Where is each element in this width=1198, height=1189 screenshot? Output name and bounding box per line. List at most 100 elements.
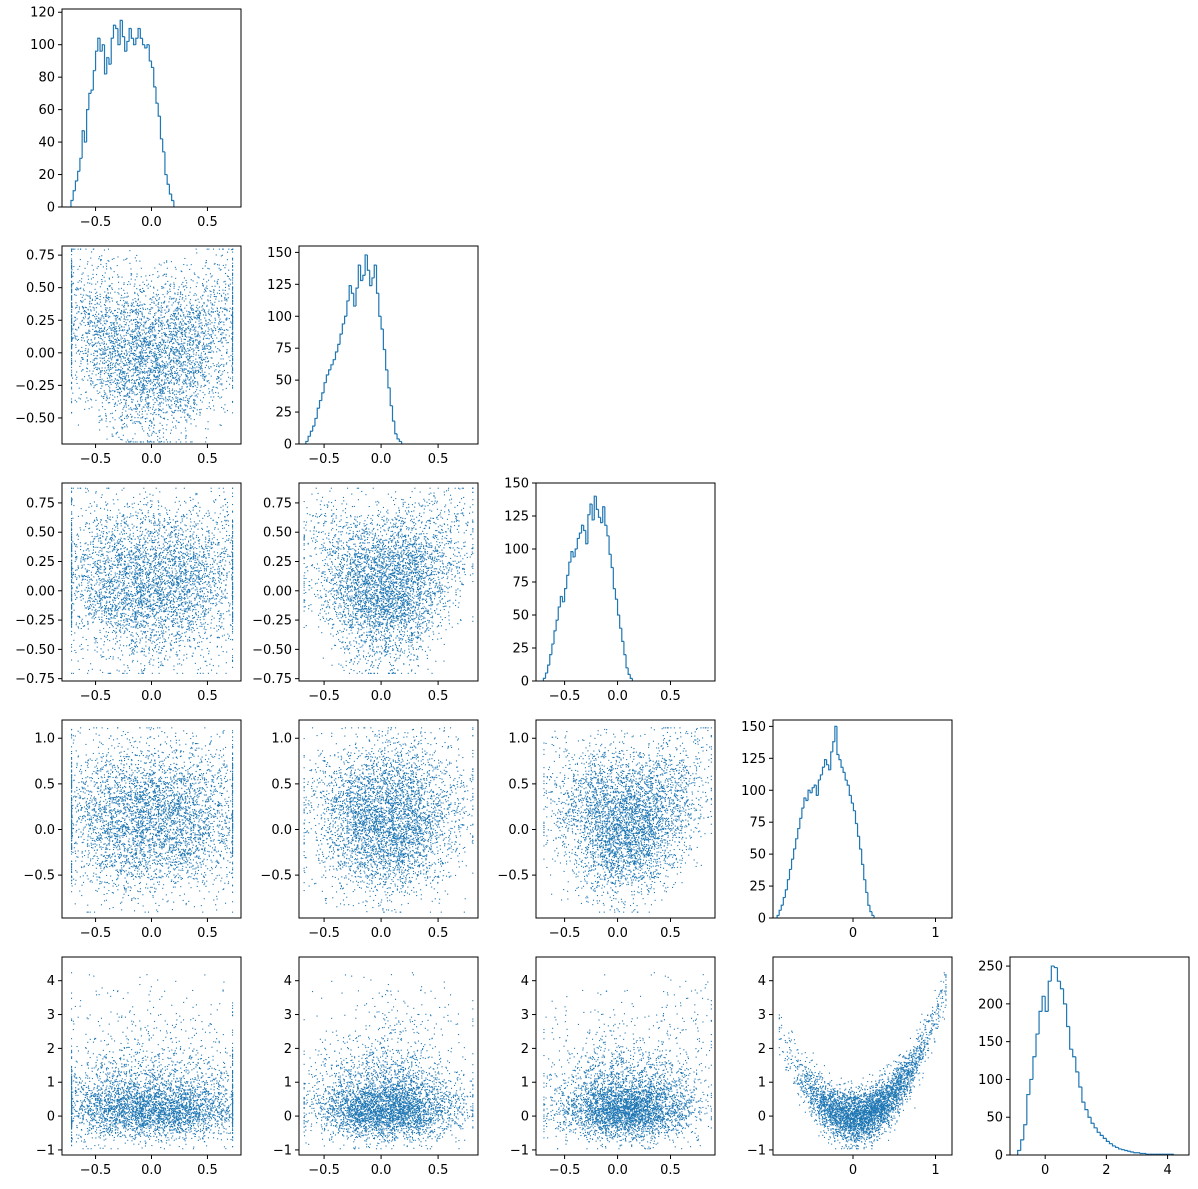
scatter-point (96, 302, 98, 304)
scatter-point (159, 325, 161, 327)
scatter-point (120, 377, 122, 379)
scatter-point (103, 397, 105, 399)
scatter-point (153, 287, 155, 289)
scatter-point (133, 583, 135, 585)
scatter-point (203, 344, 205, 346)
scatter-point (152, 392, 154, 394)
scatter-point (138, 382, 140, 384)
scatter-point (177, 410, 179, 412)
scatter-point (118, 304, 120, 306)
scatter-point (74, 594, 76, 596)
scatter-point (88, 342, 90, 344)
scatter-point (191, 348, 193, 350)
scatter-point (181, 328, 183, 330)
scatter-point (174, 322, 176, 324)
scatter-point (98, 327, 100, 329)
scatter-point (114, 352, 116, 354)
scatter-point (186, 386, 188, 388)
histogram-bin (318, 399, 322, 409)
scatter-point (123, 378, 125, 380)
scatter-point (194, 377, 196, 379)
scatter-point (114, 396, 116, 398)
scatter-point (156, 567, 158, 569)
scatter-point (180, 338, 182, 340)
scatter-point (152, 389, 154, 391)
scatter-point (216, 307, 218, 309)
scatter-point (108, 332, 110, 334)
scatter-point (177, 317, 179, 319)
scatter-point (160, 590, 162, 592)
scatter-point (177, 310, 179, 312)
scatter-point (143, 329, 145, 331)
scatter-point (232, 659, 234, 661)
scatter-point (223, 365, 225, 367)
histogram-bin (119, 19, 123, 45)
scatter-point (169, 296, 171, 298)
scatter-point (127, 372, 129, 374)
scatter-point (130, 440, 132, 442)
scatter-point (96, 554, 98, 556)
scatter-point (137, 309, 139, 311)
scatter-point (192, 351, 194, 353)
scatter-point (91, 346, 93, 348)
scatter-point (82, 272, 84, 274)
scatter-point (147, 396, 149, 398)
scatter-point (121, 326, 123, 328)
scatter-point (145, 553, 147, 555)
scatter-point (71, 270, 73, 272)
scatter-point (161, 395, 163, 397)
scatter-point (150, 361, 152, 363)
scatter-point (118, 318, 120, 320)
scatter-point (175, 347, 177, 349)
scatter-point (136, 441, 138, 443)
scatter-point (168, 356, 170, 358)
scatter-point (116, 314, 118, 316)
scatter-point (186, 555, 188, 557)
scatter-point (150, 352, 152, 354)
scatter-point (90, 310, 92, 312)
scatter-point (137, 369, 139, 371)
scatter-point (116, 347, 118, 349)
scatter-point (131, 305, 133, 307)
scatter-point (184, 323, 186, 325)
scatter-point (121, 428, 123, 430)
scatter-point (140, 349, 142, 351)
scatter-point (117, 369, 119, 371)
scatter-point (180, 416, 182, 418)
scatter-point (78, 306, 80, 308)
scatter-point (202, 284, 204, 286)
scatter-point (161, 328, 163, 330)
scatter-point (164, 345, 166, 347)
scatter-point (164, 332, 166, 334)
scatter-point (123, 388, 125, 390)
scatter-point (178, 564, 180, 566)
scatter-point (173, 330, 175, 332)
scatter-point (156, 346, 158, 348)
scatter-point (117, 308, 119, 310)
scatter-point (118, 325, 120, 327)
scatter-point (194, 363, 196, 365)
scatter-point (80, 351, 82, 353)
scatter-point (125, 404, 127, 406)
scatter-point (112, 329, 114, 331)
scatter-point (136, 342, 138, 344)
scatter-point (138, 356, 140, 358)
scatter-point (116, 522, 118, 524)
scatter-point (208, 279, 210, 281)
scatter-point (169, 363, 171, 365)
scatter-point (113, 334, 115, 336)
scatter-point (140, 363, 142, 365)
scatter-point (182, 390, 184, 392)
scatter-point (198, 349, 200, 351)
scatter-point (87, 324, 89, 326)
scatter-point (122, 355, 124, 357)
scatter-point (159, 595, 161, 597)
scatter-point (172, 315, 174, 317)
scatter-point (146, 341, 148, 343)
scatter-point (195, 492, 197, 494)
scatter-point (217, 610, 219, 612)
scatter-point (138, 376, 140, 378)
scatter-point (207, 330, 209, 332)
